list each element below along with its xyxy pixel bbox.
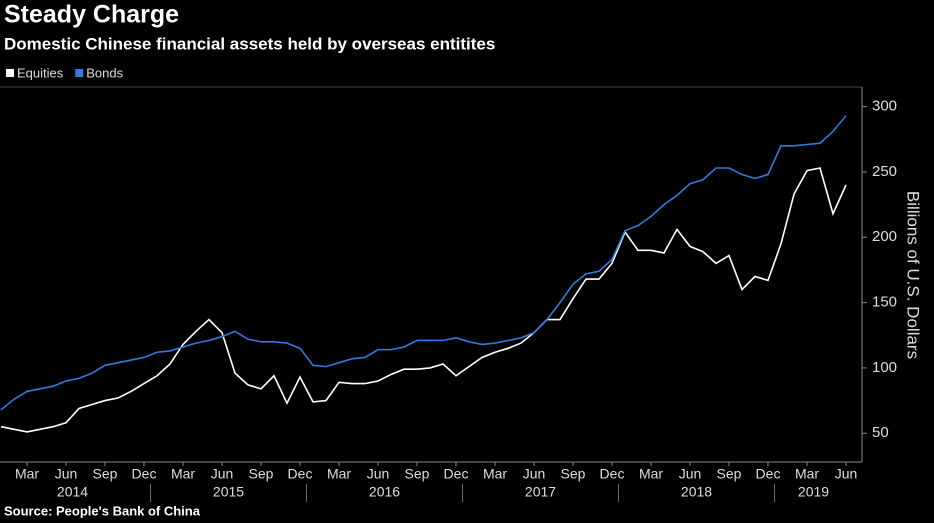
x-tick-label: Dec [132, 466, 157, 482]
legend-swatch [6, 69, 14, 77]
x-year-label: 2019 [798, 484, 829, 500]
y-tick-label: 250 [872, 163, 897, 180]
x-tick-label: Mar [171, 466, 195, 482]
x-year-label: 2014 [57, 484, 88, 500]
y-tick-label: 100 [872, 359, 897, 376]
y-axis-label: Billions of U.S. Dollars [904, 191, 923, 359]
x-tick-label: Sep [249, 466, 274, 482]
source: Source: People's Bank of China [4, 503, 201, 518]
x-tick-label: Dec [756, 466, 781, 482]
x-tick-label: Dec [288, 466, 313, 482]
y-tick-label: 50 [872, 424, 889, 441]
series-line [0, 167, 847, 433]
x-tick-label: Mar [483, 466, 507, 482]
x-tick-label: Jun [835, 466, 858, 482]
x-tick-label: Mar [327, 466, 351, 482]
x-tick-label: Mar [15, 466, 39, 482]
y-tick-label: 200 [872, 228, 897, 245]
x-tick-label: Sep [561, 466, 586, 482]
x-tick-label: Jun [55, 466, 78, 482]
x-year-label: 2015 [213, 484, 244, 500]
x-year-label: 2018 [681, 484, 712, 500]
x-tick-label: Sep [93, 466, 118, 482]
chart-subtitle: Domestic Chinese financial assets held b… [4, 34, 495, 53]
x-tick-label: Mar [639, 466, 663, 482]
x-tick-label: Jun [211, 466, 234, 482]
x-year-label: 2016 [369, 484, 400, 500]
chart-title: Steady Charge [4, 1, 179, 29]
x-tick-label: Jun [679, 466, 702, 482]
legend-label: Bonds [86, 65, 123, 80]
x-tick-label: Dec [600, 466, 625, 482]
y-tick-label: 300 [872, 98, 897, 115]
x-tick-label: Sep [405, 466, 430, 482]
x-tick-label: Sep [717, 466, 742, 482]
x-year-label: 2017 [525, 484, 556, 500]
x-tick-label: Jun [523, 466, 546, 482]
series-line [0, 115, 847, 411]
y-tick-label: 150 [872, 294, 897, 311]
legend-swatch [75, 69, 84, 77]
x-tick-label: Jun [367, 466, 390, 482]
x-tick-label: Mar [795, 466, 819, 482]
legend-label: Equities [17, 65, 64, 80]
x-tick-label: Dec [444, 466, 469, 482]
